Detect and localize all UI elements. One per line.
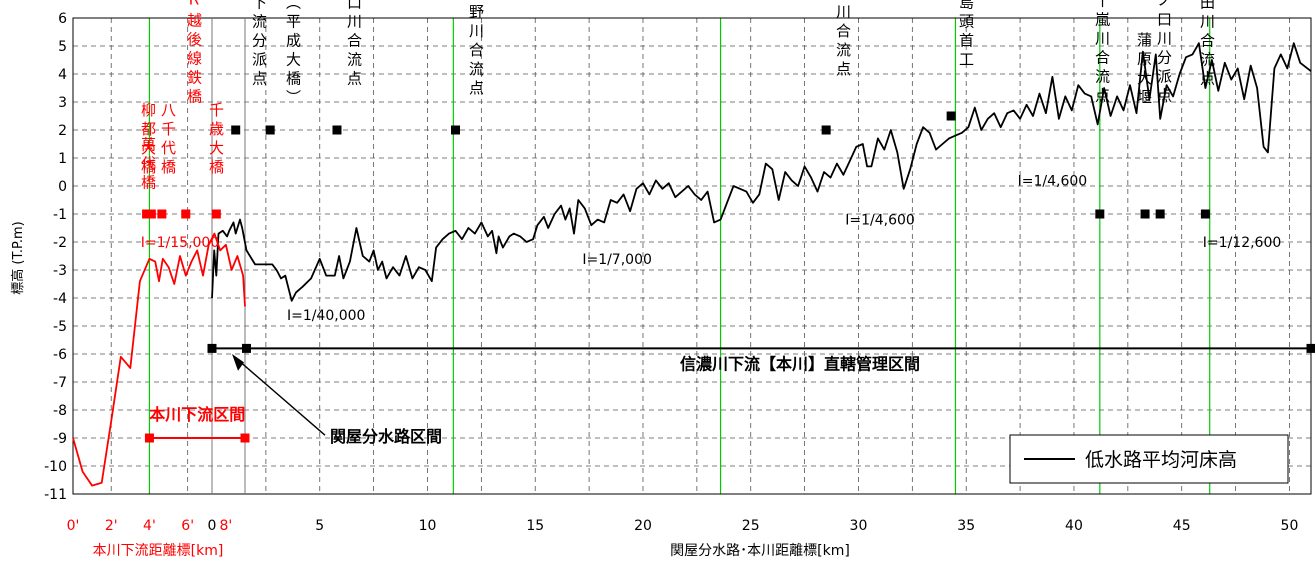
section-end-marker xyxy=(241,343,251,353)
landmark-label: 小阿賀野川合流点 xyxy=(467,0,485,99)
x-tick-label-main: 25 xyxy=(742,518,760,534)
landmark-marker xyxy=(946,111,956,121)
landmark-label: 千歳大橋 xyxy=(207,102,225,178)
x-tick-label-sub: 2' xyxy=(105,518,118,534)
landmark-marker xyxy=(1155,209,1165,219)
y-tick-label: -6 xyxy=(53,347,67,363)
y-tick-label: 3 xyxy=(58,95,67,111)
landmark-marker xyxy=(821,125,831,135)
series-lines xyxy=(72,42,1312,487)
landmark-marker xyxy=(146,209,156,219)
landmark-label: 萬代橋 xyxy=(139,137,157,194)
landmark-marker xyxy=(142,209,152,219)
y-tick-label: 5 xyxy=(58,39,67,55)
slope-label: I=1/7,000 xyxy=(582,252,652,268)
section-end-marker xyxy=(144,433,154,443)
y-tick-label: -11 xyxy=(44,487,67,503)
slope-label: I=1/40,000 xyxy=(287,308,365,324)
section-label: 本川下流区間 xyxy=(149,405,245,424)
slope-label: I=1/15,000 xyxy=(141,235,219,251)
section-end-marker xyxy=(1306,343,1315,353)
landmark-marker xyxy=(451,125,461,135)
y-tick-label: -4 xyxy=(53,291,67,307)
y-tick-label: -3 xyxy=(53,263,67,279)
x-tick-label-main: 15 xyxy=(526,518,544,534)
x-tick-label-main: 5 xyxy=(315,518,324,534)
x-tick-label-sub: 8' xyxy=(220,518,233,534)
y-tick-label: 2 xyxy=(58,123,67,139)
x-tick-label-sub: 6' xyxy=(181,518,194,534)
landmark-label: 大島頭首工 xyxy=(957,0,975,71)
landmark-marker xyxy=(1140,209,1150,219)
x-tick-label-main: 30 xyxy=(850,518,868,534)
landmark-marker xyxy=(265,125,275,135)
landmark-marker xyxy=(1200,209,1210,219)
landmark-label: 帝石橋（平成大橋） xyxy=(284,0,302,109)
y-axis-label: 標高 (T.P.m) xyxy=(10,221,26,294)
section-end-marker xyxy=(207,343,217,353)
x-tick-label-main: 10 xyxy=(419,518,437,534)
x-axis-label-main: 関屋分水路･本川距離標[km] xyxy=(670,542,850,559)
y-tick-label: 4 xyxy=(58,67,67,83)
landmark-marker xyxy=(211,209,221,219)
landmark-vertical-lines xyxy=(148,18,1211,494)
x-tick-label-main: 45 xyxy=(1173,518,1191,534)
callout-arrow-line xyxy=(235,357,326,436)
y-tick-label: 0 xyxy=(58,179,67,195)
y-tick-label: 1 xyxy=(58,151,67,167)
y-tick-label: -1 xyxy=(53,207,67,223)
landmark-marker xyxy=(181,209,191,219)
x-axis-ticks: 0' 2' 4' 6' 8'0 5 10 15 20 25 30 35 40 45 50 xyxy=(67,518,1299,534)
landmark-label: 五十嵐川合流点 xyxy=(1093,0,1111,107)
series-line-main xyxy=(211,42,1312,302)
landmark-label: 中ノ口川分派点 xyxy=(1155,0,1173,107)
slope-label: I=1/4,600 xyxy=(1018,173,1088,189)
landmark-label: JR越後線鉄橋 xyxy=(185,0,203,108)
section-label: 関屋分水路区間 xyxy=(330,427,442,446)
y-tick-label: -10 xyxy=(44,459,67,475)
x-tick-label-main: 20 xyxy=(634,518,652,534)
section-end-marker xyxy=(240,433,250,443)
landmark-label: 柳都大橋 xyxy=(139,102,157,178)
legend: 低水路平均河床高 xyxy=(1009,434,1289,484)
landmark-label: 蒲原大堰 xyxy=(1135,32,1153,108)
x-tick-label-main: 50 xyxy=(1281,518,1299,534)
y-tick-label: -7 xyxy=(53,375,67,391)
slope-label: I=1/4,600 xyxy=(845,213,915,229)
x-tick-label-main: 40 xyxy=(1065,518,1083,534)
y-tick-label: -9 xyxy=(53,431,67,447)
landmark-label: 八千代橋 xyxy=(159,102,177,178)
landmark-marker xyxy=(231,125,241,135)
slope-label: I=1/12,600 xyxy=(1203,235,1281,251)
y-tick-label: -8 xyxy=(53,403,67,419)
x-tick-label-sub: 0' xyxy=(67,518,80,534)
x-tick-label-sub: 4' xyxy=(143,518,156,534)
plot-border xyxy=(72,17,1312,495)
landmark-marker xyxy=(1095,209,1105,219)
y-tick-label: 6 xyxy=(58,11,67,27)
legend-label: 低水路平均河床高 xyxy=(1085,449,1237,471)
y-axis-ticks: 6 5 4 3 2 1 0 -1 -2 -3 -4 -5 -6 -7 -8 -9 -10 -11 xyxy=(44,11,67,503)
landmark-marker xyxy=(157,209,167,219)
x-axis-label-sub: 本川下流距離標[km] xyxy=(93,542,224,559)
series-line-downstream xyxy=(72,232,246,487)
landmark-label: 本川下流分派点 xyxy=(250,0,268,90)
x-tick-label-main: 0 xyxy=(208,518,217,534)
x-tick-label-main: 35 xyxy=(957,518,975,534)
landmark-marker xyxy=(332,125,342,135)
landmark-label: 加茂川合流点 xyxy=(834,0,852,80)
section-label: 信濃川下流【本川】直轄管理区間 xyxy=(680,354,920,373)
grid xyxy=(73,17,1311,495)
landmark-label: 刈谷田川合流点 xyxy=(1198,0,1216,90)
plot-frame xyxy=(72,17,1312,495)
callout-arrow-head xyxy=(232,354,244,371)
y-tick-label: -5 xyxy=(53,319,67,335)
y-tick-label: -2 xyxy=(53,235,67,251)
landmark-label: 中ノ口川合流点 xyxy=(345,0,363,90)
landmark-markers xyxy=(142,111,1315,443)
slope-labels: I=1/15,000 I=1/40,000 I=1/7,000 I=1/4,600 I=… xyxy=(141,173,1282,323)
